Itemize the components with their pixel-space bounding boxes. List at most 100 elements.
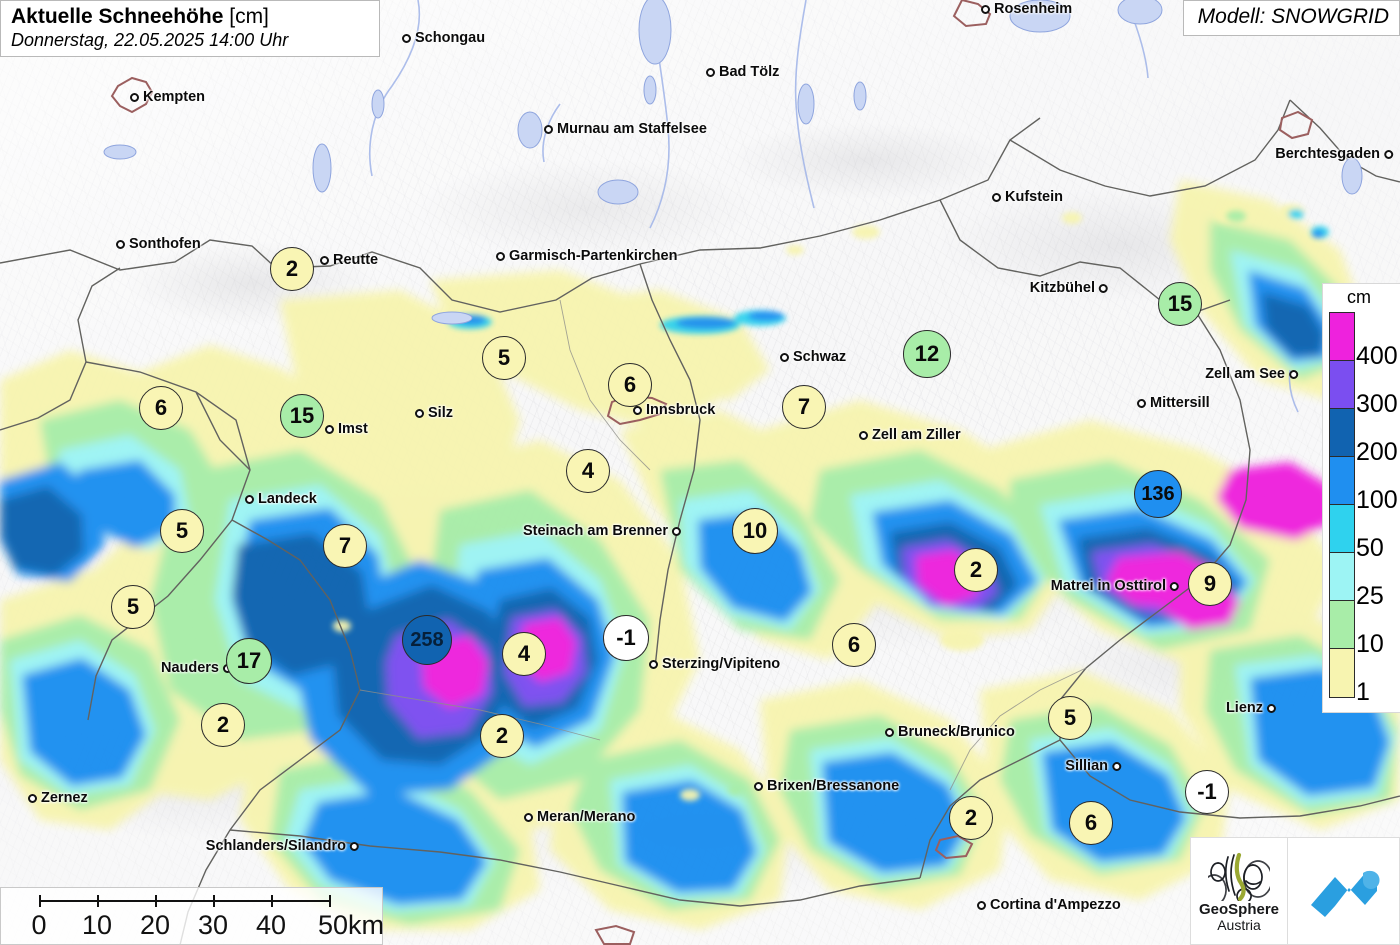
city-name-text: Steinach am Brenner <box>522 523 668 539</box>
city-marker-icon <box>320 255 329 265</box>
station-marker[interactable]: 7 <box>782 385 826 429</box>
city-marker-icon <box>496 251 505 261</box>
legend-color-cell <box>1330 313 1354 361</box>
station-marker[interactable]: 9 <box>1188 562 1232 606</box>
station-marker[interactable]: 5 <box>160 509 204 553</box>
timestamp-text: Donnerstag, 22.05.2025 14:00 Uhr <box>11 29 289 50</box>
station-marker[interactable]: 2 <box>270 247 314 291</box>
station-value-text: 2 <box>969 557 983 582</box>
station-marker[interactable]: 5 <box>482 336 526 380</box>
scale-tick-mark <box>155 895 157 907</box>
city-marker-icon <box>981 4 990 14</box>
model-label: Modell: SNOWGRID <box>1197 5 1389 28</box>
city-name-text: Landeck <box>258 491 317 507</box>
station-value-text: 2 <box>495 723 509 748</box>
city-label: Berchtesgaden <box>1275 146 1393 162</box>
station-marker[interactable]: 6 <box>832 623 876 667</box>
station-marker[interactable]: 6 <box>608 363 652 407</box>
city-marker-icon <box>1289 369 1298 379</box>
scale-tick-label: 30 <box>197 910 229 940</box>
scale-tick-mark <box>39 895 41 907</box>
station-marker[interactable]: -1 <box>1185 770 1229 814</box>
legend-tick-label: 300 <box>1356 390 1398 418</box>
city-marker-icon <box>1170 581 1179 591</box>
city-marker-icon <box>1267 703 1276 713</box>
station-marker[interactable]: 12 <box>903 330 951 378</box>
city-name-text: Brixen/Bressanone <box>767 778 900 794</box>
station-marker[interactable]: 136 <box>1134 470 1182 518</box>
city-name-text: Meran/Merano <box>537 809 636 825</box>
city-label: Kempten <box>130 89 205 105</box>
city-marker-icon <box>706 67 715 77</box>
station-marker[interactable]: 2 <box>201 703 245 747</box>
city-label: Kitzbühel <box>1030 280 1108 296</box>
city-label: Steinach am Brenner <box>523 523 681 539</box>
city-marker-icon <box>1137 398 1146 408</box>
city-label: Meran/Merano <box>524 809 635 825</box>
model-box: Modell: SNOWGRID <box>1182 0 1400 36</box>
city-label: Sterzing/Vipiteno <box>649 656 780 672</box>
station-value-text: 6 <box>847 632 861 657</box>
city-label: Landeck <box>245 491 317 507</box>
station-marker[interactable]: 6 <box>1069 801 1113 845</box>
station-marker[interactable]: 15 <box>1158 282 1202 326</box>
station-marker[interactable]: -1 <box>603 615 649 661</box>
scale-tick-label: 0 <box>31 910 47 940</box>
station-value-text: 5 <box>126 594 140 619</box>
station-marker[interactable]: 5 <box>1048 696 1092 740</box>
city-name-text: Kufstein <box>1005 189 1063 205</box>
city-label: Rosenheim <box>981 1 1072 17</box>
title-box: Aktuelle Schneehöhe [cm] Donnerstag, 22.… <box>0 0 380 58</box>
city-name-text: Sillian <box>1065 758 1108 774</box>
station-value-text: 7 <box>338 533 352 558</box>
legend-tick-label: 1 <box>1356 678 1370 706</box>
station-marker[interactable]: 2 <box>949 796 993 840</box>
station-marker[interactable]: 4 <box>502 632 546 676</box>
scale-tick-label: 50km <box>317 910 385 940</box>
city-name-text: Imst <box>338 421 368 437</box>
station-value-text: 136 <box>1141 482 1175 505</box>
city-label: Garmisch-Partenkirchen <box>496 248 677 264</box>
station-marker[interactable]: 4 <box>566 449 610 493</box>
city-marker-icon <box>116 239 125 249</box>
city-label: Silz <box>415 405 453 421</box>
city-name-text: Silz <box>428 405 453 421</box>
station-marker[interactable]: 2 <box>954 548 998 592</box>
city-marker-icon <box>992 192 1001 202</box>
station-marker[interactable]: 15 <box>280 394 324 438</box>
scale-tick-mark <box>97 895 99 907</box>
city-label: Sonthofen <box>116 236 201 252</box>
city-name-text: Kitzbühel <box>1029 280 1095 296</box>
scale-bar: 0 10 20 30 40 50km <box>0 887 385 945</box>
city-name-text: Garmisch-Partenkirchen <box>509 248 678 264</box>
station-value-text: -1 <box>1197 779 1217 804</box>
station-marker[interactable]: 17 <box>226 638 272 684</box>
city-marker-icon <box>754 781 763 791</box>
city-label: Matrei in Osttirol <box>1051 578 1179 594</box>
city-label: Mittersill <box>1137 395 1210 411</box>
station-marker[interactable]: 5 <box>111 585 155 629</box>
arrow-logo <box>1288 837 1400 945</box>
legend-color-cell <box>1330 649 1354 697</box>
station-marker[interactable]: 7 <box>323 524 367 568</box>
city-name-text: Schwaz <box>793 349 847 365</box>
station-marker[interactable]: 10 <box>732 508 778 554</box>
station-marker[interactable]: 2 <box>480 714 524 758</box>
page-title: Aktuelle Schneehöhe [cm] <box>11 5 367 29</box>
city-label: Reutte <box>320 252 378 268</box>
legend-color-cell <box>1330 505 1354 553</box>
city-name-text: Kempten <box>143 89 206 105</box>
legend-tick-label: 50 <box>1356 534 1384 562</box>
city-marker-icon <box>544 124 553 134</box>
station-value-text: 15 <box>289 403 315 428</box>
city-name-text: Sonthofen <box>129 236 201 252</box>
city-name-text: Lienz <box>1225 700 1263 716</box>
legend-tick-label: 100 <box>1356 486 1398 514</box>
city-marker-icon <box>977 900 986 910</box>
station-marker[interactable]: 6 <box>139 386 183 430</box>
city-label: Murnau am Staffelsee <box>544 121 707 137</box>
city-name-text: Bruneck/Brunico <box>898 724 1015 740</box>
city-label: Bruneck/Brunico <box>885 724 1015 740</box>
city-marker-icon <box>350 841 359 851</box>
station-marker[interactable]: 258 <box>402 615 452 665</box>
